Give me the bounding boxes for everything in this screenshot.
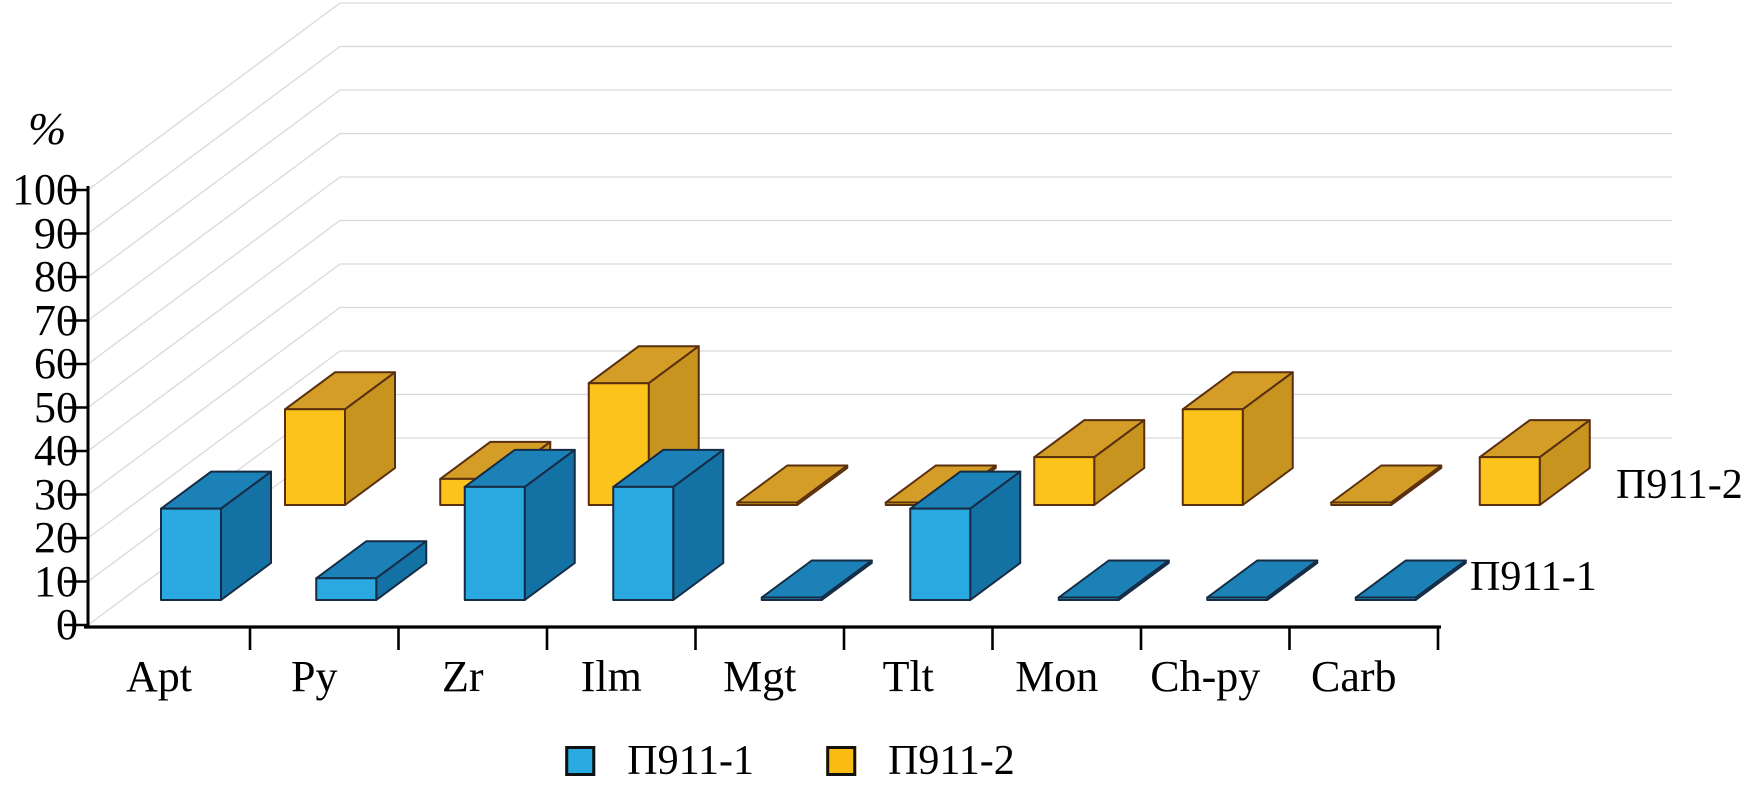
bar--911-1-py — [315, 577, 378, 601]
bar--911-2-ch-py-top — [1330, 464, 1443, 504]
x-category-label-mon: Mon — [1015, 652, 1099, 701]
x-category-label-mgt: Mgt — [723, 652, 797, 701]
gridline-diagonal — [87, 2, 341, 191]
row-label-front-series: П911-1 — [1470, 554, 1597, 600]
bar--911-2-ilm — [736, 501, 799, 506]
y-tick-label-40: 40 — [34, 426, 78, 475]
bar--911-1-ch-py — [1206, 596, 1269, 601]
x-category-label-apt: Apt — [126, 652, 192, 701]
legend-label-p911-2: П911-2 — [888, 738, 1015, 784]
y-tick-label-60: 60 — [34, 339, 78, 388]
x-category-label-tlt: Tlt — [882, 652, 934, 701]
legend-swatch-p911-1 — [565, 746, 596, 776]
bar--911-1-ilm — [612, 485, 675, 601]
legend: П911-1 П911-2 — [565, 740, 1015, 782]
x-category-label-carb: Carb — [1310, 652, 1397, 701]
bar--911-1-carb-top — [1354, 559, 1467, 599]
x-category-label-zr: Zr — [441, 652, 484, 701]
bar--911-1-mgt-top — [760, 559, 873, 599]
gridline-diagonal — [87, 132, 341, 322]
y-tick-label-70: 70 — [34, 295, 78, 345]
bar--911-1-ch-py-top — [1206, 559, 1319, 599]
y-tick-label-100: 100 — [12, 165, 78, 214]
y-tick-label-50: 50 — [34, 382, 78, 432]
bar--911-1-mon-top — [1057, 559, 1170, 599]
bar--911-1-carb — [1354, 596, 1417, 601]
bar--911-2-tlt — [1033, 456, 1096, 506]
bar--911-1-mon — [1057, 596, 1120, 601]
y-tick-label-30: 30 — [34, 469, 78, 519]
y-tick-label-0: 0 — [56, 600, 78, 649]
gridline-diagonal — [87, 306, 341, 496]
y-tick-label-80: 80 — [34, 252, 78, 301]
gridline-diagonal — [87, 350, 341, 539]
bar--911-1-zr — [463, 485, 526, 601]
gridline-diagonal — [87, 89, 341, 278]
bar--911-2-ch-py — [1330, 501, 1393, 506]
legend-item-p911-2: П911-2 — [826, 740, 1015, 782]
legend-swatch-p911-2 — [826, 746, 856, 776]
bar--911-2-ilm-top — [736, 464, 849, 504]
x-category-label-py: Py — [291, 652, 338, 701]
bar--911-1-apt — [160, 507, 222, 601]
y-tick-label-20: 20 — [34, 513, 78, 562]
bar--911-2-apt — [284, 408, 346, 506]
gridline-diagonal — [87, 176, 341, 365]
y-axis-unit-label: % — [28, 103, 67, 154]
bar--911-2-carb — [1478, 456, 1541, 506]
bar--911-1-tlt — [909, 507, 972, 601]
legend-label-p911-1: П911-1 — [627, 738, 754, 784]
gridline-diagonal — [87, 45, 341, 235]
row-label-back-series: П911-2 — [1616, 462, 1743, 508]
y-tick-label-90: 90 — [34, 208, 78, 258]
bar--911-2-mon — [1181, 408, 1244, 506]
legend-item-p911-1: П911-1 — [565, 740, 754, 782]
x-category-label-ch-py: Ch-py — [1150, 652, 1261, 701]
x-category-label-ilm: Ilm — [580, 652, 642, 701]
gridline-diagonal — [87, 263, 341, 452]
bar--911-1-mgt — [760, 596, 823, 601]
y-tick-label-10: 10 — [34, 556, 78, 606]
gridline-diagonal — [87, 219, 341, 409]
